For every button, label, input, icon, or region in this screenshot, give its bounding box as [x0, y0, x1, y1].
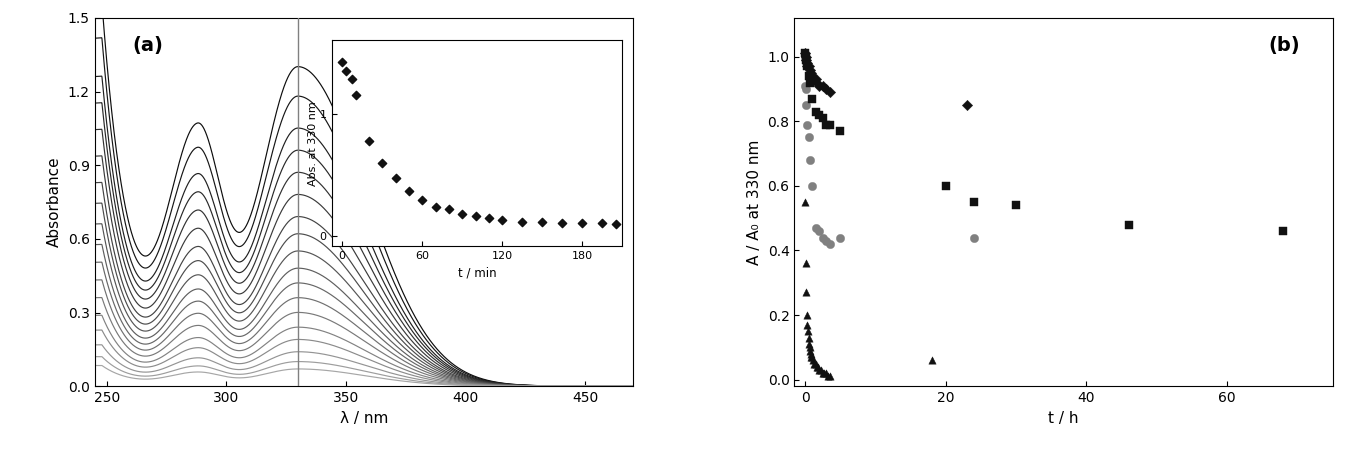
Point: [813, 370, 835, 377]
Point: [797, 328, 819, 335]
Text: (b): (b): [1268, 36, 1300, 55]
Point: [812, 114, 833, 122]
Point: [805, 76, 827, 83]
Point: [816, 237, 838, 244]
Point: [796, 289, 817, 296]
Point: [794, 198, 816, 206]
Point: [796, 101, 817, 109]
Point: [801, 182, 823, 189]
Point: [798, 63, 820, 70]
X-axis label: λ / nm: λ / nm: [340, 410, 388, 426]
Point: [794, 50, 816, 57]
Point: [794, 85, 816, 92]
Point: [805, 224, 827, 232]
Point: [794, 82, 816, 89]
Point: [1005, 202, 1027, 209]
Point: [798, 66, 820, 73]
Point: [957, 101, 978, 109]
Point: [794, 53, 816, 60]
Point: [796, 63, 817, 70]
Point: [819, 373, 840, 380]
Point: [808, 228, 829, 235]
Point: [812, 82, 833, 89]
X-axis label: t / h: t / h: [1049, 410, 1078, 426]
Text: (a): (a): [133, 36, 164, 55]
Point: [829, 128, 851, 135]
Point: [816, 85, 838, 92]
Point: [798, 334, 820, 341]
Point: [802, 76, 824, 83]
Point: [1273, 228, 1295, 235]
Point: [806, 79, 828, 86]
Point: [800, 79, 821, 86]
Point: [796, 57, 817, 64]
Point: [806, 363, 828, 370]
Point: [794, 53, 816, 60]
Point: [801, 95, 823, 102]
Y-axis label: A / A₀ at 330 nm: A / A₀ at 330 nm: [747, 139, 762, 265]
Point: [819, 121, 840, 128]
Point: [963, 234, 985, 241]
Point: [963, 198, 985, 206]
Point: [1118, 221, 1139, 228]
Point: [808, 366, 829, 374]
Point: [817, 373, 839, 380]
Point: [816, 370, 838, 377]
Point: [796, 57, 817, 64]
Point: [808, 82, 829, 89]
Point: [794, 260, 816, 267]
Point: [797, 63, 819, 70]
Point: [794, 50, 816, 57]
Point: [798, 134, 820, 141]
Point: [806, 363, 828, 370]
Point: [921, 357, 943, 364]
Point: [816, 121, 838, 128]
Point: [800, 156, 821, 163]
Point: [800, 69, 821, 76]
Point: [800, 347, 821, 354]
Point: [802, 357, 824, 364]
Point: [810, 366, 832, 374]
Point: [797, 321, 819, 328]
Point: [798, 72, 820, 79]
Point: [801, 353, 823, 361]
Point: [819, 241, 840, 248]
Point: [812, 234, 833, 241]
Point: [801, 72, 823, 79]
Point: [808, 111, 829, 119]
Point: [819, 88, 840, 96]
Point: [829, 234, 851, 241]
Point: [804, 360, 825, 367]
Point: [812, 370, 833, 377]
Point: [800, 350, 821, 357]
Point: [798, 344, 820, 351]
Point: [935, 182, 957, 189]
Point: [796, 60, 817, 67]
Point: [805, 360, 827, 367]
Point: [798, 340, 820, 348]
Point: [805, 108, 827, 115]
Point: [801, 353, 823, 361]
Y-axis label: Absorbance: Absorbance: [47, 157, 62, 247]
Point: [796, 312, 817, 319]
Point: [796, 121, 817, 128]
